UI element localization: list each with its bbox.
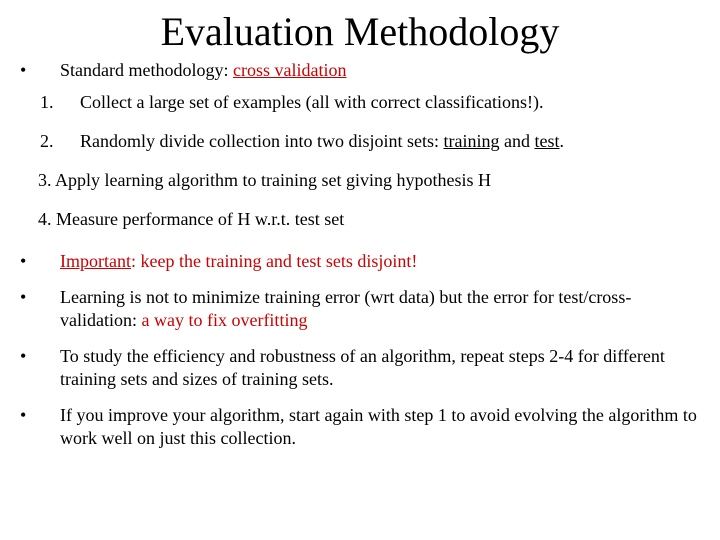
text-underline: training xyxy=(443,131,499,151)
bullet-text: Standard methodology: cross validation xyxy=(60,59,700,82)
text-post: : keep the training and test sets disjoi… xyxy=(131,251,417,271)
step-4: 4. Measure performance of H w.r.t. test … xyxy=(20,209,700,230)
text-accent: cross validation xyxy=(233,60,346,80)
step-2: 2. Randomly divide collection into two d… xyxy=(20,131,700,152)
text-mid: and xyxy=(499,131,534,151)
bullet-text: If you improve your algorithm, start aga… xyxy=(60,404,700,449)
step-mark: 2. xyxy=(40,131,80,152)
text-underline: test xyxy=(534,131,559,151)
bullet-text: Important: keep the training and test se… xyxy=(60,250,700,273)
slide-title: Evaluation Methodology xyxy=(20,8,700,55)
bullet-learning: • Learning is not to minimize training e… xyxy=(20,286,700,331)
text-underline: Important xyxy=(60,251,131,271)
bullet-efficiency: • To study the efficiency and robustness… xyxy=(20,345,700,390)
step-3: 3. Apply learning algorithm to training … xyxy=(20,170,700,191)
text-pre: Standard methodology: xyxy=(60,60,233,80)
step-mark: 1. xyxy=(40,92,80,113)
bullet-improve: • If you improve your algorithm, start a… xyxy=(20,404,700,449)
bullet-mark: • xyxy=(20,286,60,308)
step-text: Randomly divide collection into two disj… xyxy=(80,131,700,152)
bullet-text: To study the efficiency and robustness o… xyxy=(60,345,700,390)
text-accent: a way to fix overfitting xyxy=(141,310,307,330)
bullet-text: Learning is not to minimize training err… xyxy=(60,286,700,331)
step-text: Collect a large set of examples (all wit… xyxy=(80,92,700,113)
bullet-mark: • xyxy=(20,404,60,426)
bullet-mark: • xyxy=(20,250,60,272)
bullet-mark: • xyxy=(20,59,60,81)
bullet-standard-methodology: • Standard methodology: cross validation xyxy=(20,59,700,82)
bullet-important: • Important: keep the training and test … xyxy=(20,250,700,273)
step-1: 1. Collect a large set of examples (all … xyxy=(20,92,700,113)
slide-container: Evaluation Methodology • Standard method… xyxy=(0,0,720,449)
text-pre: Randomly divide collection into two disj… xyxy=(80,131,443,151)
bullet-mark: • xyxy=(20,345,60,367)
text-post: . xyxy=(559,131,564,151)
